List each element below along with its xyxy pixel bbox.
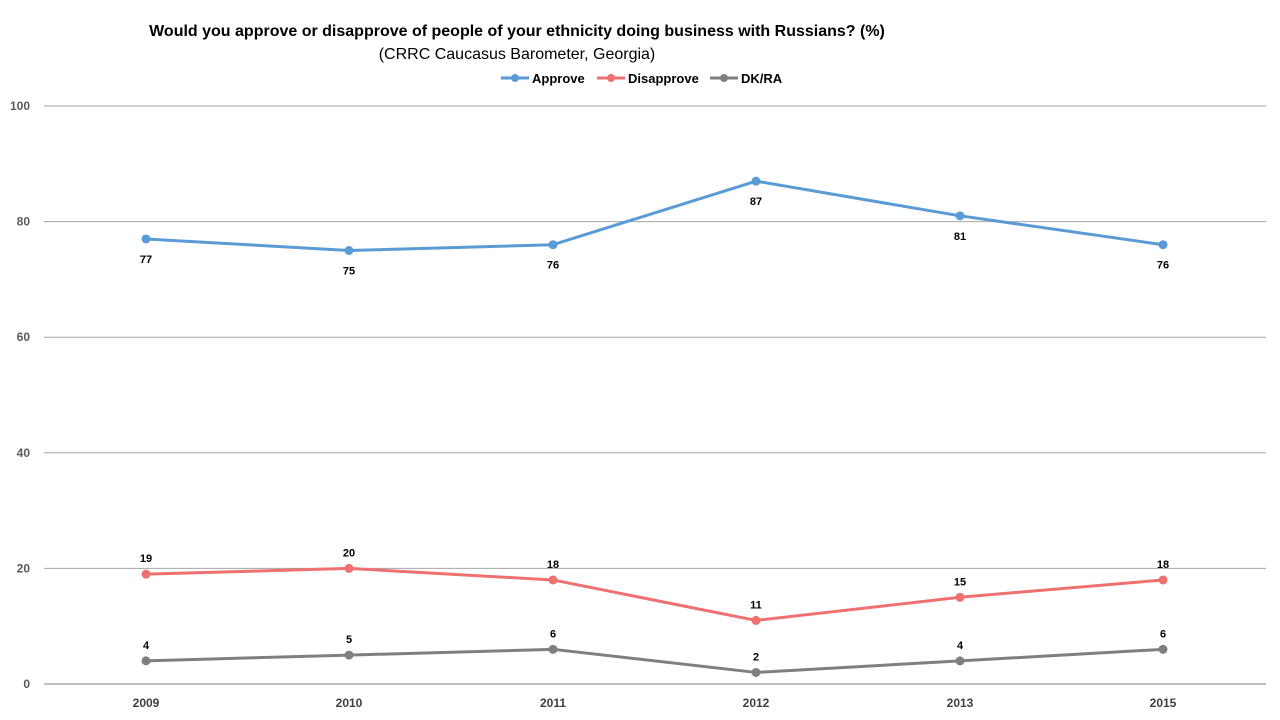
data-point <box>1158 575 1168 585</box>
y-tick-label: 60 <box>17 330 31 344</box>
data-label: 15 <box>954 576 966 588</box>
data-label: 87 <box>750 196 762 208</box>
series-line <box>145 647 1164 674</box>
data-label: 2 <box>753 651 759 663</box>
data-point <box>751 176 761 186</box>
y-axis: 0 20 40 60 80 100 <box>10 99 30 691</box>
chart-title: Would you approve or disapprove of peopl… <box>149 23 885 40</box>
x-tick-label: 2011 <box>540 696 566 710</box>
x-axis: 2009 2010 2011 2012 2013 2015 <box>133 696 1177 710</box>
y-tick-label: 40 <box>17 446 31 460</box>
data-point <box>141 234 151 244</box>
series-dk-ra: 4 5 6 2 4 6 <box>141 628 1168 677</box>
data-label: 19 <box>140 553 152 565</box>
data-label: 77 <box>140 254 152 266</box>
legend-label: DK/RA <box>741 71 783 86</box>
data-point <box>548 644 558 654</box>
data-point <box>751 615 761 625</box>
x-tick-label: 2009 <box>133 696 160 710</box>
series-line <box>145 566 1164 622</box>
x-tick-label: 2015 <box>1150 696 1177 710</box>
data-point <box>955 656 965 666</box>
x-tick-label: 2010 <box>336 696 363 710</box>
data-point <box>1158 644 1168 654</box>
legend-label: Disapprove <box>628 71 699 86</box>
data-label: 20 <box>343 547 355 559</box>
data-point <box>751 667 761 677</box>
plot-area: 77 75 76 87 81 76 19 20 18 11 15 18 4 5 6 2 4 6 <box>140 176 1169 677</box>
legend-marker <box>511 74 519 82</box>
data-label: 4 <box>143 640 150 652</box>
data-label: 6 <box>1160 628 1166 640</box>
data-point <box>344 563 354 573</box>
data-point <box>548 240 558 250</box>
y-tick-label: 100 <box>10 99 30 113</box>
data-label: 76 <box>547 260 559 272</box>
legend-marker <box>607 74 615 82</box>
chart-subtitle: (CRRC Caucasus Barometer, Georgia) <box>379 46 656 63</box>
data-label: 18 <box>547 559 559 571</box>
data-point <box>955 592 965 602</box>
y-tick-label: 0 <box>23 677 30 691</box>
legend: Approve Disapprove DK/RA <box>501 71 783 86</box>
data-label: 6 <box>550 628 556 640</box>
legend-item: DK/RA <box>710 71 783 86</box>
data-label: 76 <box>1157 260 1169 272</box>
data-label: 5 <box>346 634 352 646</box>
y-tick-label: 80 <box>17 215 31 229</box>
series-line <box>145 179 1164 252</box>
legend-item: Disapprove <box>597 71 699 86</box>
data-label: 4 <box>957 640 964 652</box>
data-label: 11 <box>750 599 762 611</box>
data-point <box>1158 240 1168 250</box>
x-tick-label: 2012 <box>743 696 770 710</box>
data-point <box>955 211 965 221</box>
data-point <box>141 656 151 666</box>
data-point <box>141 569 151 579</box>
x-tick-label: 2013 <box>947 696 974 710</box>
data-point <box>344 650 354 660</box>
legend-marker <box>720 74 728 82</box>
series-disapprove: 19 20 18 11 15 18 <box>140 547 1169 625</box>
data-point <box>344 246 354 255</box>
gridlines <box>44 105 1266 685</box>
data-label: 18 <box>1157 559 1169 571</box>
data-label: 75 <box>343 266 355 278</box>
legend-label: Approve <box>532 71 585 86</box>
y-tick-label: 20 <box>17 561 31 575</box>
data-point <box>548 575 558 585</box>
data-label: 81 <box>954 231 966 243</box>
series-approve: 77 75 76 87 81 76 <box>140 176 1169 278</box>
legend-item: Approve <box>501 71 585 86</box>
